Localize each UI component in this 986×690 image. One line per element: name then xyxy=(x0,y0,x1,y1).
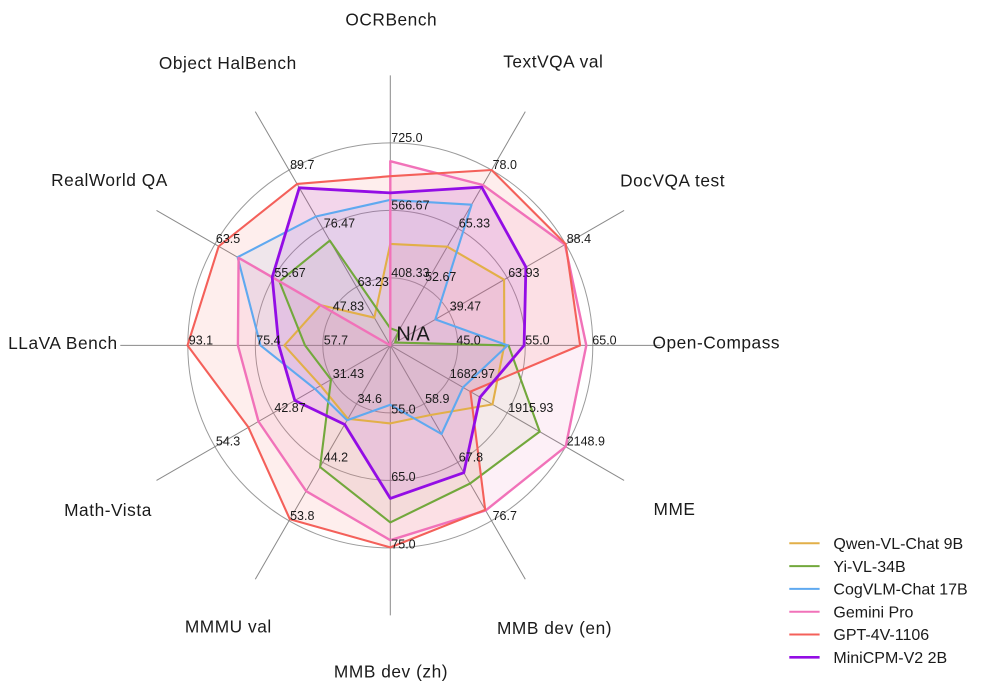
svg-text:44.2: 44.2 xyxy=(324,450,348,464)
svg-text:CogVLM-Chat 17B: CogVLM-Chat 17B xyxy=(833,582,967,599)
svg-text:63.93: 63.93 xyxy=(508,266,539,280)
svg-text:MiniCPM-V2 2B: MiniCPM-V2 2B xyxy=(833,650,947,667)
svg-text:39.47: 39.47 xyxy=(450,300,481,314)
svg-text:1682.97: 1682.97 xyxy=(450,367,495,381)
svg-text:DocVQA test: DocVQA test xyxy=(620,171,725,191)
svg-text:OCRBench: OCRBench xyxy=(345,9,437,29)
svg-text:Yi-VL-34B: Yi-VL-34B xyxy=(833,559,905,576)
svg-text:89.7: 89.7 xyxy=(290,158,314,172)
svg-text:Math-Vista: Math-Vista xyxy=(64,500,152,520)
svg-text:45.0: 45.0 xyxy=(456,333,480,347)
svg-text:75.0: 75.0 xyxy=(391,537,415,551)
svg-text:MME: MME xyxy=(654,499,696,519)
svg-text:MMB dev (zh): MMB dev (zh) xyxy=(334,661,448,681)
svg-text:55.67: 55.67 xyxy=(274,266,305,280)
svg-text:53.8: 53.8 xyxy=(290,509,314,523)
svg-text:42.87: 42.87 xyxy=(274,401,305,415)
svg-text:MMMU val: MMMU val xyxy=(185,616,272,636)
svg-text:Qwen-VL-Chat 9B: Qwen-VL-Chat 9B xyxy=(833,536,963,553)
svg-text:88.4: 88.4 xyxy=(567,232,591,246)
svg-text:75.4: 75.4 xyxy=(256,333,280,347)
svg-text:52.67: 52.67 xyxy=(425,270,456,284)
svg-text:54.3: 54.3 xyxy=(216,435,240,449)
svg-text:57.7: 57.7 xyxy=(324,333,348,347)
svg-text:63.23: 63.23 xyxy=(358,275,389,289)
svg-text:725.0: 725.0 xyxy=(391,131,422,145)
svg-text:408.33: 408.33 xyxy=(391,266,429,280)
svg-text:MMB dev (en): MMB dev (en) xyxy=(497,618,612,638)
svg-text:47.83: 47.83 xyxy=(333,300,364,314)
svg-text:RealWorld QA: RealWorld QA xyxy=(51,170,168,190)
svg-text:34.6: 34.6 xyxy=(358,392,382,406)
svg-text:76.7: 76.7 xyxy=(493,509,517,523)
svg-text:76.47: 76.47 xyxy=(324,217,355,231)
svg-text:GPT-4V-1106: GPT-4V-1106 xyxy=(833,627,929,644)
svg-text:58.9: 58.9 xyxy=(425,392,449,406)
svg-text:TextVQA val: TextVQA val xyxy=(503,52,603,72)
svg-text:65.0: 65.0 xyxy=(592,333,616,347)
svg-text:2148.9: 2148.9 xyxy=(567,435,605,449)
svg-text:65.0: 65.0 xyxy=(391,470,415,484)
svg-text:31.43: 31.43 xyxy=(333,367,364,381)
svg-text:N/A: N/A xyxy=(396,324,430,346)
svg-text:65.33: 65.33 xyxy=(459,217,490,231)
svg-text:LLaVA Bench: LLaVA Bench xyxy=(8,333,118,353)
svg-text:Object HalBench: Object HalBench xyxy=(159,53,297,73)
svg-text:55.0: 55.0 xyxy=(525,333,549,347)
svg-text:Open-Compass: Open-Compass xyxy=(652,332,780,352)
svg-text:566.67: 566.67 xyxy=(391,198,429,212)
svg-text:Gemini Pro: Gemini Pro xyxy=(833,604,913,621)
svg-text:1915.93: 1915.93 xyxy=(508,401,553,415)
svg-text:78.0: 78.0 xyxy=(493,158,517,172)
svg-text:93.1: 93.1 xyxy=(189,333,213,347)
svg-text:67.8: 67.8 xyxy=(459,450,483,464)
svg-text:63.5: 63.5 xyxy=(216,232,240,246)
svg-text:55.0: 55.0 xyxy=(391,402,415,416)
